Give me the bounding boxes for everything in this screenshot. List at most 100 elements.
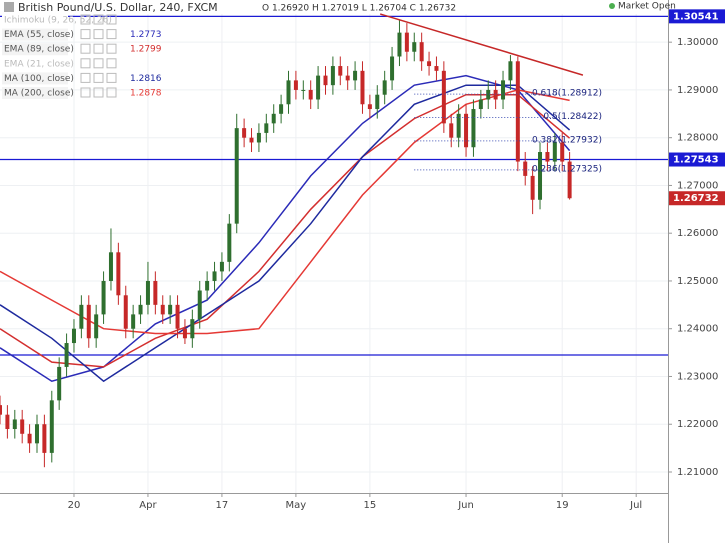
candle-body — [227, 223, 232, 262]
price-tag-label: 1.30541 — [673, 11, 719, 22]
legend-remove[interactable] — [106, 43, 117, 54]
candle-body — [353, 70, 358, 81]
legend-bg — [2, 87, 68, 99]
candle-body — [330, 66, 335, 86]
candle-body — [412, 42, 417, 52]
indicator-line — [0, 74, 571, 383]
legend-settings[interactable] — [93, 43, 104, 54]
candle-body — [530, 175, 535, 200]
legend-remove[interactable] — [106, 58, 117, 69]
candle-body — [264, 123, 269, 133]
legend-settings[interactable] — [93, 14, 104, 25]
candle-body — [138, 304, 143, 315]
candle-body — [249, 137, 254, 143]
y-tick-label: 1.28000 — [677, 133, 718, 144]
x-tick-label: 19 — [556, 500, 569, 511]
candle-body — [0, 405, 2, 415]
legend-settings[interactable] — [93, 29, 104, 40]
trend-line — [380, 13, 584, 76]
y-tick-label: 1.27000 — [677, 180, 718, 191]
candle-body — [360, 70, 365, 105]
legend-eye[interactable] — [80, 29, 91, 40]
candle-body — [131, 314, 136, 329]
legend-bg — [2, 43, 68, 56]
legend-remove[interactable] — [106, 29, 117, 40]
legend-eye[interactable] — [80, 87, 91, 98]
price-tag — [669, 191, 725, 206]
legend-value: 1.2799 — [130, 45, 162, 55]
candle-body — [375, 94, 380, 110]
candle-body — [560, 142, 565, 162]
candle-body — [316, 75, 321, 100]
indicator-line — [0, 84, 571, 383]
candle-body — [71, 328, 76, 344]
legend-settings[interactable] — [93, 87, 104, 98]
legend-bg — [2, 14, 68, 26]
candle-body — [478, 99, 483, 110]
y-tick-label: 1.22000 — [677, 419, 718, 430]
candle-body — [323, 75, 328, 86]
candle-body — [464, 113, 469, 148]
legend-value: 1.2816 — [130, 74, 162, 84]
legend-eye[interactable] — [80, 14, 91, 25]
legend-entry: MA (100, close) — [4, 74, 74, 84]
candle-body — [197, 290, 202, 320]
candle-body — [397, 32, 402, 57]
candle-body — [101, 280, 106, 315]
legend-eye[interactable] — [80, 43, 91, 54]
x-tick-label: 15 — [364, 500, 377, 511]
candle-body — [456, 113, 461, 138]
collapse-icon[interactable] — [4, 2, 14, 12]
candle-body — [116, 252, 121, 296]
legend-entry: EMA (21, close) — [4, 59, 74, 69]
y-tick-label: 1.29000 — [677, 85, 718, 96]
candle-body — [123, 295, 128, 329]
candle-body — [168, 304, 173, 315]
legend-value: 1.2773 — [130, 30, 162, 40]
x-tick-label: 17 — [216, 500, 229, 511]
candle-body — [545, 152, 550, 162]
y-tick-label: 1.23000 — [677, 371, 718, 382]
candle-body — [308, 89, 313, 100]
legend-bg — [2, 72, 68, 85]
legend-remove[interactable] — [106, 72, 117, 83]
legend-eye[interactable] — [80, 72, 91, 83]
grid: 1.21000 1.22000 1.23000 1.24000 1.25000 1.260… — [0, 14, 718, 511]
legend-remove[interactable] — [106, 14, 117, 25]
legend-entry: Ichimoku (9, 26, 52, 26) — [4, 16, 112, 26]
candle-body — [501, 80, 506, 100]
x-tick-label: 20 — [68, 500, 81, 511]
legend-eye[interactable] — [80, 58, 91, 69]
market-status: Market Open — [618, 2, 676, 12]
candle-body — [20, 419, 25, 434]
candle-body — [567, 161, 572, 199]
chart-title: British Pound/U.S. Dollar, 240, FXCM — [18, 1, 218, 14]
y-tick-label: 1.26000 — [677, 228, 718, 239]
candle-body — [212, 271, 217, 281]
candle-body — [219, 261, 224, 272]
candle-body — [57, 366, 62, 401]
candle-body — [145, 280, 150, 305]
candle-body — [441, 70, 446, 124]
candle-body — [434, 66, 439, 71]
legend-value: 1.2878 — [130, 89, 162, 99]
candle-body — [64, 343, 69, 367]
candle-body — [419, 42, 424, 62]
candle-body — [367, 104, 372, 110]
candle-body — [79, 304, 84, 329]
candle-body — [205, 280, 210, 291]
candle-body — [404, 32, 409, 52]
legend-settings[interactable] — [93, 58, 104, 69]
price-tag — [669, 9, 725, 24]
legend-settings[interactable] — [93, 72, 104, 83]
candle-body — [256, 132, 261, 143]
indicator-line — [0, 93, 571, 368]
overlay: British Pound/U.S. Dollar, 240, FXCM O 1… — [2, 1, 725, 206]
candle-body — [515, 61, 520, 162]
fib-label: 0.382(1.27932) — [532, 135, 602, 145]
legend-remove[interactable] — [106, 87, 117, 98]
x-tick-label: Jul — [629, 500, 642, 511]
candle-body — [86, 304, 91, 339]
candle-body — [190, 319, 195, 339]
candle-body — [538, 152, 543, 200]
